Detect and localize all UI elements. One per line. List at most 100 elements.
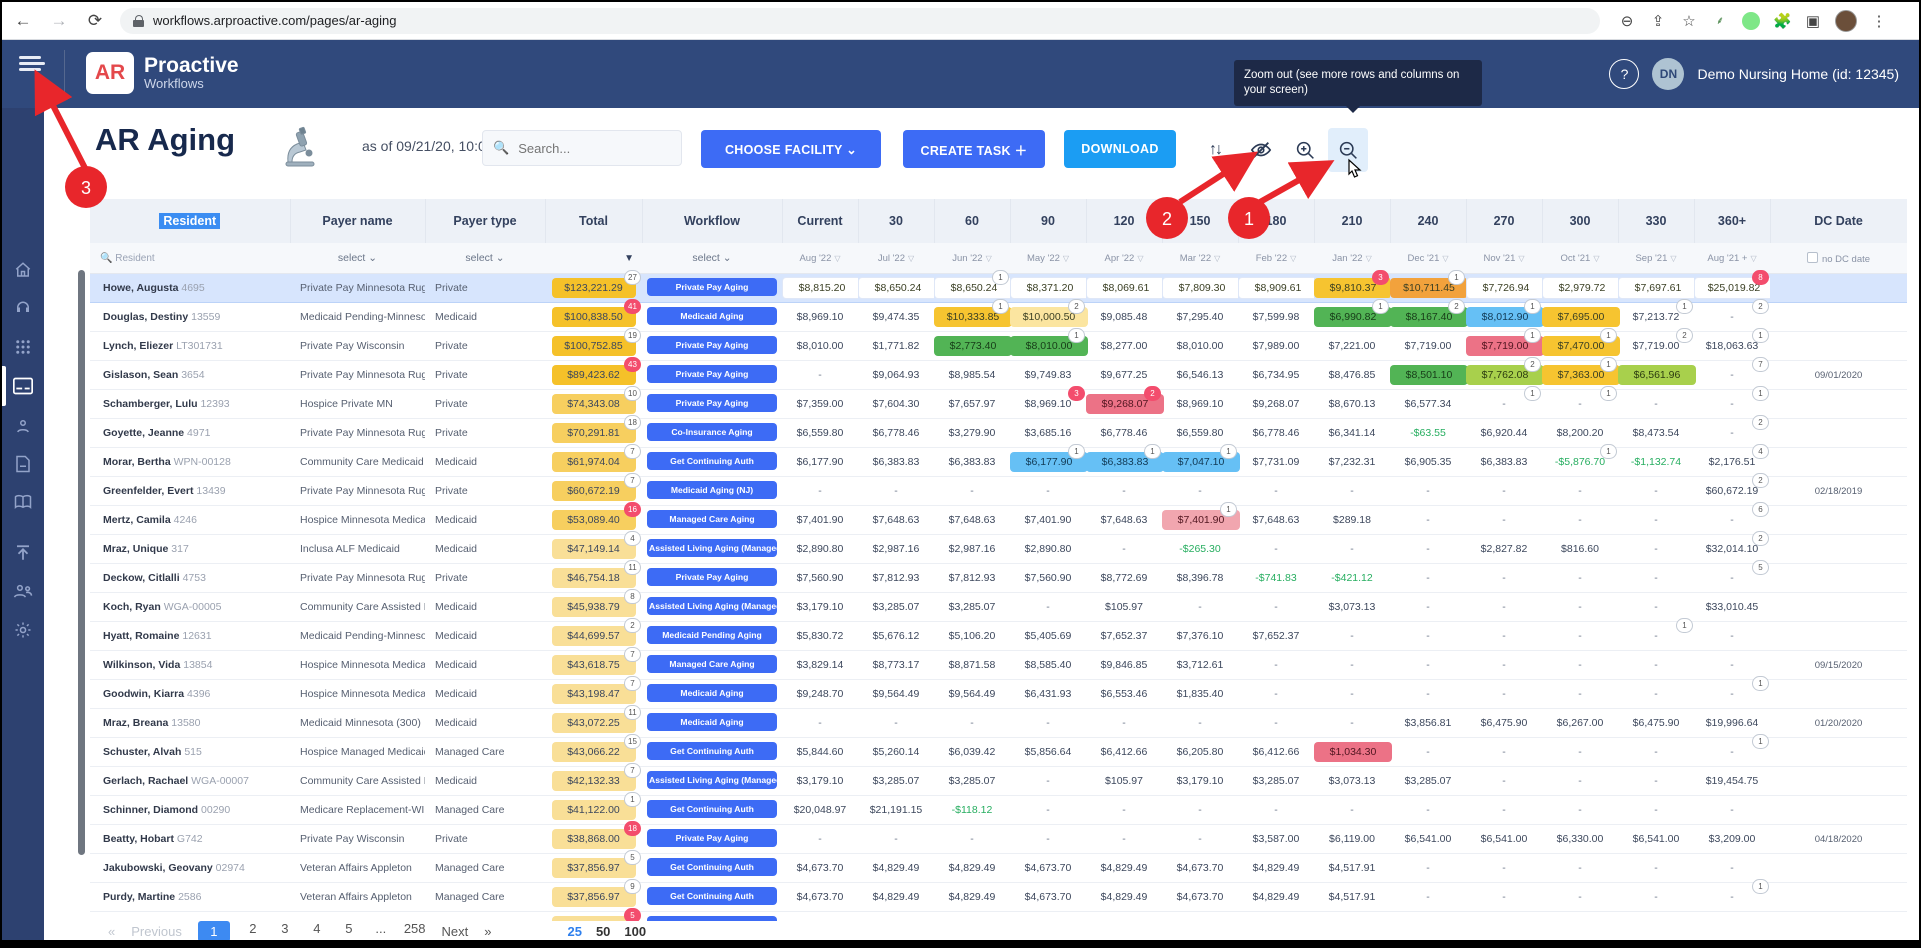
resident-filter-input[interactable]: 🔍 Resident bbox=[90, 243, 290, 274]
aging-cell-60[interactable]: $2,773.40 bbox=[934, 332, 1010, 361]
workflow-chip[interactable]: Private Pay Aging bbox=[647, 568, 777, 586]
sidebar-item-apps[interactable] bbox=[2, 332, 44, 362]
aging-cell-120[interactable]: $6,553.46 bbox=[1086, 680, 1162, 709]
extension-puzzle-icon[interactable]: 🧩 bbox=[1773, 12, 1791, 30]
column-header-360plus[interactable]: 360+ bbox=[1694, 199, 1770, 243]
column-header-workflow[interactable]: Workflow bbox=[642, 199, 782, 243]
aging-cell-300[interactable]: - bbox=[1542, 854, 1618, 883]
aging-cell-300[interactable]: -1 bbox=[1542, 390, 1618, 419]
aging-cell-270[interactable]: - bbox=[1466, 477, 1542, 506]
aging-cell-240[interactable]: $8,501.10 bbox=[1390, 361, 1466, 390]
aging-cell-30[interactable]: $8,773.17 bbox=[858, 651, 934, 680]
aging-cell-120[interactable]: $8,069.61 bbox=[1086, 274, 1162, 303]
aging-cell-current[interactable]: $8,010.00 bbox=[782, 332, 858, 361]
age-filter-60[interactable]: Jun '22▽ bbox=[934, 243, 1010, 274]
workflow-chip[interactable]: Managed Care Aging bbox=[647, 510, 777, 528]
column-header-resident[interactable]: Resident bbox=[90, 199, 290, 243]
aging-cell-300[interactable]: - bbox=[1542, 477, 1618, 506]
zoom-out-icon[interactable] bbox=[1333, 135, 1363, 165]
aging-cell-current[interactable]: $6,559.80 bbox=[782, 419, 858, 448]
reload-icon[interactable]: ⟳ bbox=[84, 11, 106, 31]
workflow-chip[interactable]: Get Continuing Auth bbox=[647, 800, 777, 818]
aging-cell-300[interactable]: - bbox=[1542, 680, 1618, 709]
aging-cell-270[interactable]: - bbox=[1466, 883, 1542, 912]
total-chip[interactable]: $100,838.50 bbox=[552, 307, 636, 327]
aging-cell-90[interactable]: $4,673.70 bbox=[1010, 883, 1086, 912]
account-name[interactable]: Demo Nursing Home (id: 12345) bbox=[1697, 66, 1899, 82]
aging-cell-330[interactable]: - bbox=[1618, 506, 1694, 535]
aging-cell-300[interactable]: - bbox=[1542, 738, 1618, 767]
sidebar-item-residents[interactable] bbox=[2, 411, 44, 441]
column-header-payer-type[interactable]: Payer type bbox=[425, 199, 545, 243]
aging-cell-30[interactable]: $2,987.16 bbox=[858, 535, 934, 564]
aging-cell-210[interactable]: $8,476.85 bbox=[1314, 361, 1390, 390]
resident-cell[interactable]: Gerlach, Rachael WGA-00007 bbox=[90, 767, 290, 796]
aging-cell-60[interactable]: $3,279.90 bbox=[934, 419, 1010, 448]
aging-cell-120[interactable]: $105.97 bbox=[1086, 767, 1162, 796]
total-chip[interactable]: $123,221.29 bbox=[552, 278, 636, 298]
workflow-cell[interactable]: Managed Care Aging bbox=[642, 506, 782, 535]
aging-cell-90[interactable]: $6,431.93 bbox=[1010, 680, 1086, 709]
aging-cell-210[interactable]: $6,990.821 bbox=[1314, 303, 1390, 332]
aging-cell-240[interactable]: -$63.55 bbox=[1390, 419, 1466, 448]
aging-cell-current[interactable]: $8,815.20 bbox=[782, 274, 858, 303]
column-header-90[interactable]: 90 bbox=[1010, 199, 1086, 243]
aging-cell-60[interactable]: - bbox=[934, 709, 1010, 738]
aging-cell-current[interactable]: $8,969.10 bbox=[782, 303, 858, 332]
aging-cell-150[interactable]: - bbox=[1162, 709, 1238, 738]
aging-cell-current[interactable]: $3,179.10 bbox=[782, 767, 858, 796]
aging-cell-30[interactable]: $6,383.83 bbox=[858, 448, 934, 477]
aging-cell-current[interactable]: - bbox=[782, 709, 858, 738]
table-row[interactable]: Schuster, Alvah 515Hospice Managed Medic… bbox=[90, 738, 1907, 767]
aging-cell-180[interactable]: $8,909.61 bbox=[1238, 274, 1314, 303]
resident-cell[interactable]: Goyette, Jeanne 4971 bbox=[90, 419, 290, 448]
workflow-cell[interactable]: Assisted Living Aging (Managed) bbox=[642, 767, 782, 796]
aging-cell-180[interactable]: - bbox=[1238, 796, 1314, 825]
aging-cell-150[interactable]: - bbox=[1162, 825, 1238, 854]
aging-cell-300[interactable]: $816.60 bbox=[1542, 535, 1618, 564]
resident-cell[interactable]: Beatty, Hobart G742 bbox=[90, 825, 290, 854]
aging-cell-150[interactable]: $7,376.10 bbox=[1162, 622, 1238, 651]
resident-cell[interactable]: Deckow, Citlalli 4753 bbox=[90, 564, 290, 593]
aging-cell-300[interactable]: - bbox=[1542, 593, 1618, 622]
resident-cell[interactable]: Purdy, Martine 2586 bbox=[90, 883, 290, 912]
table-row[interactable]: Schamberger, Lulu 12393Hospice Private M… bbox=[90, 390, 1907, 419]
aging-cell-90[interactable]: $8,010.001 bbox=[1010, 332, 1086, 361]
aging-cell-current[interactable]: - bbox=[782, 361, 858, 390]
table-row[interactable]: Beatty, Hobart G742Private Pay Wisconsin… bbox=[90, 825, 1907, 854]
aging-cell-150[interactable]: - bbox=[1162, 796, 1238, 825]
aging-cell-150[interactable]: $6,205.80 bbox=[1162, 738, 1238, 767]
aging-cell-180[interactable]: $7,599.98 bbox=[1238, 303, 1314, 332]
table-row[interactable]: Wilkinson, Vida 13854Hospice Minnesota M… bbox=[90, 651, 1907, 680]
resident-cell[interactable]: Douglas, Destiny 13559 bbox=[90, 303, 290, 332]
aging-cell-330[interactable]: - bbox=[1618, 651, 1694, 680]
amount-chip[interactable]: $8,815.20 bbox=[782, 277, 862, 299]
aging-cell-120[interactable]: $8,277.00 bbox=[1086, 332, 1162, 361]
aging-cell-300[interactable]: - bbox=[1542, 506, 1618, 535]
workflow-cell[interactable]: Medicaid Aging bbox=[642, 709, 782, 738]
table-row[interactable]: Koch, Ryan WGA-00005Community Care Assis… bbox=[90, 593, 1907, 622]
aging-cell-180[interactable]: $7,652.37 bbox=[1238, 622, 1314, 651]
table-row[interactable]: Morar, Bertha WPN-00128Community Care Me… bbox=[90, 448, 1907, 477]
aging-cell-180[interactable]: $3,587.00 bbox=[1238, 825, 1314, 854]
column-header-current[interactable]: Current bbox=[782, 199, 858, 243]
aging-cell-330[interactable]: $8,473.54 bbox=[1618, 419, 1694, 448]
aging-cell-150[interactable]: $3,712.61 bbox=[1162, 651, 1238, 680]
total-cell[interactable]: $44,699.572 bbox=[545, 622, 642, 651]
aging-cell-270[interactable]: - bbox=[1466, 506, 1542, 535]
column-header-total[interactable]: Total bbox=[545, 199, 642, 243]
aging-cell-30[interactable]: - bbox=[858, 709, 934, 738]
aging-cell-60[interactable]: $5,106.20 bbox=[934, 622, 1010, 651]
total-chip[interactable]: $43,198.47 bbox=[552, 684, 636, 704]
aging-cell-current[interactable]: $2,890.80 bbox=[782, 535, 858, 564]
aging-cell-210[interactable]: $6,341.14 bbox=[1314, 419, 1390, 448]
aging-cell-330[interactable]: - bbox=[1618, 680, 1694, 709]
workflow-filter-select[interactable]: select ⌄ bbox=[642, 243, 782, 274]
workflow-cell[interactable]: Get Continuing Auth bbox=[642, 854, 782, 883]
amount-chip[interactable]: $6,561.96 bbox=[1618, 365, 1696, 385]
aging-cell-60[interactable]: - bbox=[934, 477, 1010, 506]
aging-cell-150[interactable]: $6,546.13 bbox=[1162, 361, 1238, 390]
total-chip[interactable]: $53,089.40 bbox=[552, 510, 636, 530]
page-button-4[interactable]: 4 bbox=[308, 921, 326, 942]
aging-cell-270[interactable]: - bbox=[1466, 767, 1542, 796]
